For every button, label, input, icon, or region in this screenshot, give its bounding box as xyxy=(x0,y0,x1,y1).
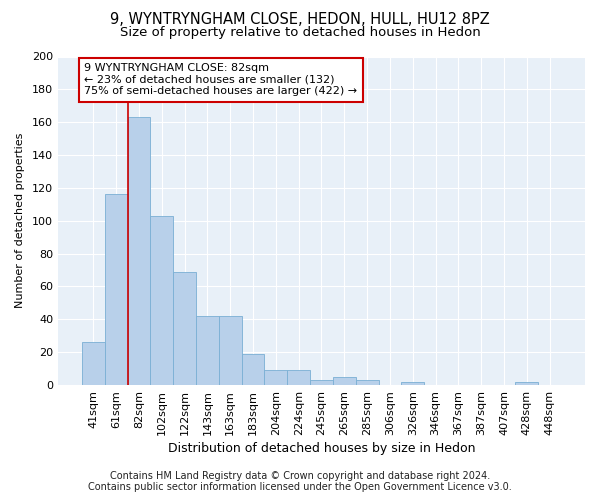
Bar xyxy=(401,382,424,385)
Bar xyxy=(151,216,173,385)
Bar xyxy=(242,354,265,385)
Bar xyxy=(310,380,333,385)
Bar xyxy=(219,316,242,385)
Bar xyxy=(105,194,128,385)
Bar xyxy=(82,342,105,385)
Bar xyxy=(196,316,219,385)
Text: 9 WYNTRYNGHAM CLOSE: 82sqm
← 23% of detached houses are smaller (132)
75% of sem: 9 WYNTRYNGHAM CLOSE: 82sqm ← 23% of deta… xyxy=(84,63,357,96)
X-axis label: Distribution of detached houses by size in Hedon: Distribution of detached houses by size … xyxy=(168,442,475,455)
Text: Contains HM Land Registry data © Crown copyright and database right 2024.
Contai: Contains HM Land Registry data © Crown c… xyxy=(88,471,512,492)
Bar xyxy=(173,272,196,385)
Y-axis label: Number of detached properties: Number of detached properties xyxy=(15,133,25,308)
Bar xyxy=(287,370,310,385)
Bar xyxy=(333,377,356,385)
Bar xyxy=(515,382,538,385)
Bar xyxy=(128,118,151,385)
Text: 9, WYNTRYNGHAM CLOSE, HEDON, HULL, HU12 8PZ: 9, WYNTRYNGHAM CLOSE, HEDON, HULL, HU12 … xyxy=(110,12,490,28)
Text: Size of property relative to detached houses in Hedon: Size of property relative to detached ho… xyxy=(119,26,481,39)
Bar xyxy=(356,380,379,385)
Bar xyxy=(265,370,287,385)
